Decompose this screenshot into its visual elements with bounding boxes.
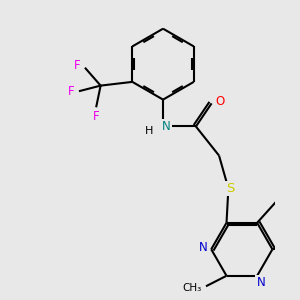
Text: N: N <box>199 241 207 254</box>
Text: CH₃: CH₃ <box>182 283 201 293</box>
Text: F: F <box>68 85 74 98</box>
Text: S: S <box>226 182 234 195</box>
Text: F: F <box>74 59 80 72</box>
Text: F: F <box>93 110 100 123</box>
Text: N: N <box>162 120 170 133</box>
Text: N: N <box>256 276 265 289</box>
Text: H: H <box>145 126 153 136</box>
Text: O: O <box>215 95 224 108</box>
